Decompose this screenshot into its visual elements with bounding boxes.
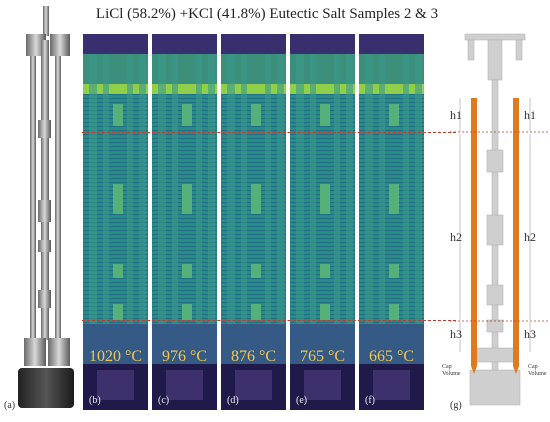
thermal-panel-f: 665 °C (f) bbox=[359, 34, 424, 410]
panel-label: (f) bbox=[365, 395, 375, 406]
temperature-label: 665 °C bbox=[368, 348, 415, 365]
h3-right-label: h3 bbox=[524, 327, 536, 341]
sample-holder-rendering: (a) bbox=[0, 0, 82, 417]
temperature-label: 876 °C bbox=[230, 348, 277, 365]
schematic-cross-section: h1 h1 h2 h2 h3 h3 Cap Volume Cap Volume … bbox=[442, 30, 550, 417]
h2-right-label: h2 bbox=[524, 230, 536, 244]
thermal-panel-b: 1020 °C (b) bbox=[83, 34, 148, 410]
panel-label: (b) bbox=[89, 395, 101, 406]
temperature-label: 976 °C bbox=[161, 348, 208, 365]
thermal-panel-e: 765 °C (e) bbox=[290, 34, 355, 410]
lower-reference-line bbox=[82, 320, 456, 321]
panel-label-g: (g) bbox=[450, 400, 462, 411]
thermal-panel-c: 976 °C (c) bbox=[152, 34, 217, 410]
h1-left-label: h1 bbox=[450, 108, 462, 122]
h2-left-label: h2 bbox=[450, 230, 462, 244]
panel-label: (e) bbox=[296, 395, 308, 406]
cap-volume-left-label: Cap Volume bbox=[442, 364, 461, 377]
h1-right-label: h1 bbox=[524, 108, 536, 122]
thermal-panel-d: 876 °C (d) bbox=[221, 34, 286, 410]
panel-label: (c) bbox=[158, 395, 170, 406]
temperature-label: 765 °C bbox=[299, 348, 346, 365]
h3-left-label: h3 bbox=[450, 327, 462, 341]
panel-label: (d) bbox=[227, 395, 239, 406]
panel-label-a: (a) bbox=[4, 400, 16, 411]
upper-reference-line bbox=[82, 132, 456, 133]
temperature-label: 1020 °C bbox=[88, 348, 143, 365]
figure-title: LiCl (58.2%) +KCl (41.8%) Eutectic Salt … bbox=[95, 6, 439, 22]
cap-volume-right-label: Cap Volume bbox=[528, 364, 547, 377]
